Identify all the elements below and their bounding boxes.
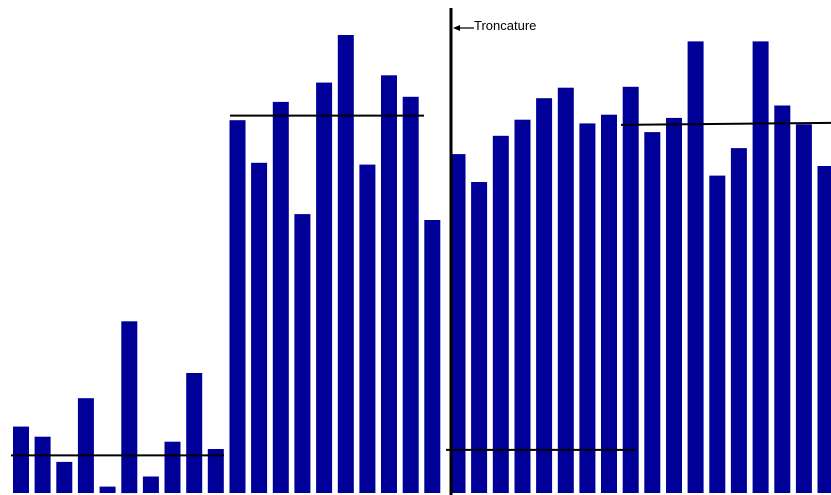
- bar-34: [730, 148, 747, 493]
- bar-27: [579, 123, 596, 494]
- bar-37: [795, 124, 812, 494]
- bar-32: [687, 41, 704, 494]
- bar-18: [381, 75, 397, 494]
- bar-9: [186, 373, 203, 493]
- bar-19: [402, 96, 419, 494]
- bar-7: [142, 476, 159, 493]
- bar-13: [272, 101, 289, 494]
- bar-36: [774, 105, 791, 493]
- bar-15: [316, 82, 333, 493]
- bar-3: [56, 461, 73, 493]
- bar-4: [77, 398, 94, 493]
- bar-31: [666, 117, 682, 494]
- bar-25: [536, 98, 553, 493]
- bar-17: [359, 164, 376, 493]
- bar-5: [99, 486, 116, 493]
- bar-14: [294, 214, 311, 493]
- bar-12: [251, 162, 268, 494]
- bar-24: [514, 119, 531, 493]
- bar-23: [492, 135, 509, 494]
- bar-20: [424, 220, 441, 493]
- bar-6: [121, 321, 138, 494]
- reference-line-4: [620, 121, 831, 126]
- bar-22: [471, 182, 488, 493]
- bar-21: [449, 154, 466, 493]
- bar-30: [644, 132, 661, 493]
- bar-29: [622, 86, 639, 494]
- bar-28: [601, 114, 617, 493]
- bar-11: [229, 120, 246, 493]
- truncation-arrowhead: [453, 25, 460, 31]
- truncation-marker: Troncature: [449, 8, 536, 495]
- bar-1: [13, 426, 29, 493]
- bar-16: [337, 35, 354, 493]
- bar-35: [752, 41, 769, 494]
- bar-38: [817, 166, 831, 493]
- truncation-label: Troncature: [474, 18, 536, 33]
- bar-26: [557, 87, 574, 493]
- bar-10: [207, 449, 224, 493]
- bar-33: [709, 175, 726, 493]
- reference-lines-layer: [11, 114, 831, 457]
- bar-2: [34, 436, 51, 493]
- bars-layer: [13, 35, 831, 494]
- bar-8: [164, 441, 181, 493]
